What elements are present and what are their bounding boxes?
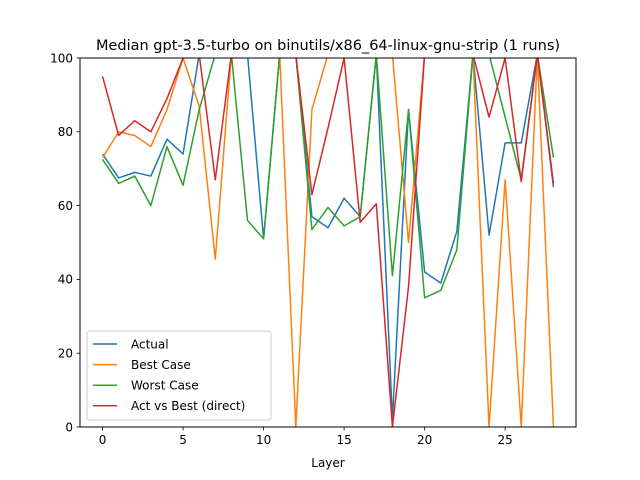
y-tick-label: 60 [58,199,73,213]
legend-label-worst-case: Worst Case [131,379,199,393]
y-axis: 0 20 40 60 80 100 [50,51,80,434]
series-line-act-vs-best-direct [101,58,555,427]
series-line-actual [101,58,555,421]
x-axis: 0 5 10 15 20 25 [99,427,513,447]
chart-title: Median gpt-3.5-turbo on binutils/x86_64-… [96,38,560,54]
legend-label-best-case: Best Case [131,358,191,372]
y-tick-label: 20 [58,347,73,361]
x-tick-label: 15 [336,433,351,447]
x-axis-label: Layer [311,456,345,470]
y-tick-label: 100 [50,51,73,65]
x-tick-label: 20 [417,433,432,447]
legend-box [86,330,272,421]
x-tick-label: 25 [498,433,513,447]
series-layer [101,58,555,427]
series-line-best-case [101,58,555,427]
x-tick-label: 0 [99,433,107,447]
series-line-worst-case [101,58,555,299]
y-tick-label: 0 [65,420,73,434]
x-tick-label: 10 [256,433,271,447]
y-tick-label: 40 [58,273,73,287]
legend-label-act-vs-best-direct: Act vs Best (direct) [131,399,245,413]
x-tick-label: 5 [179,433,187,447]
y-tick-label: 80 [58,125,73,139]
legend: Actual Best Case Worst Case Act vs Best (di… [86,330,272,421]
plot-frame [79,57,577,428]
legend-label-actual: Actual [131,337,169,351]
